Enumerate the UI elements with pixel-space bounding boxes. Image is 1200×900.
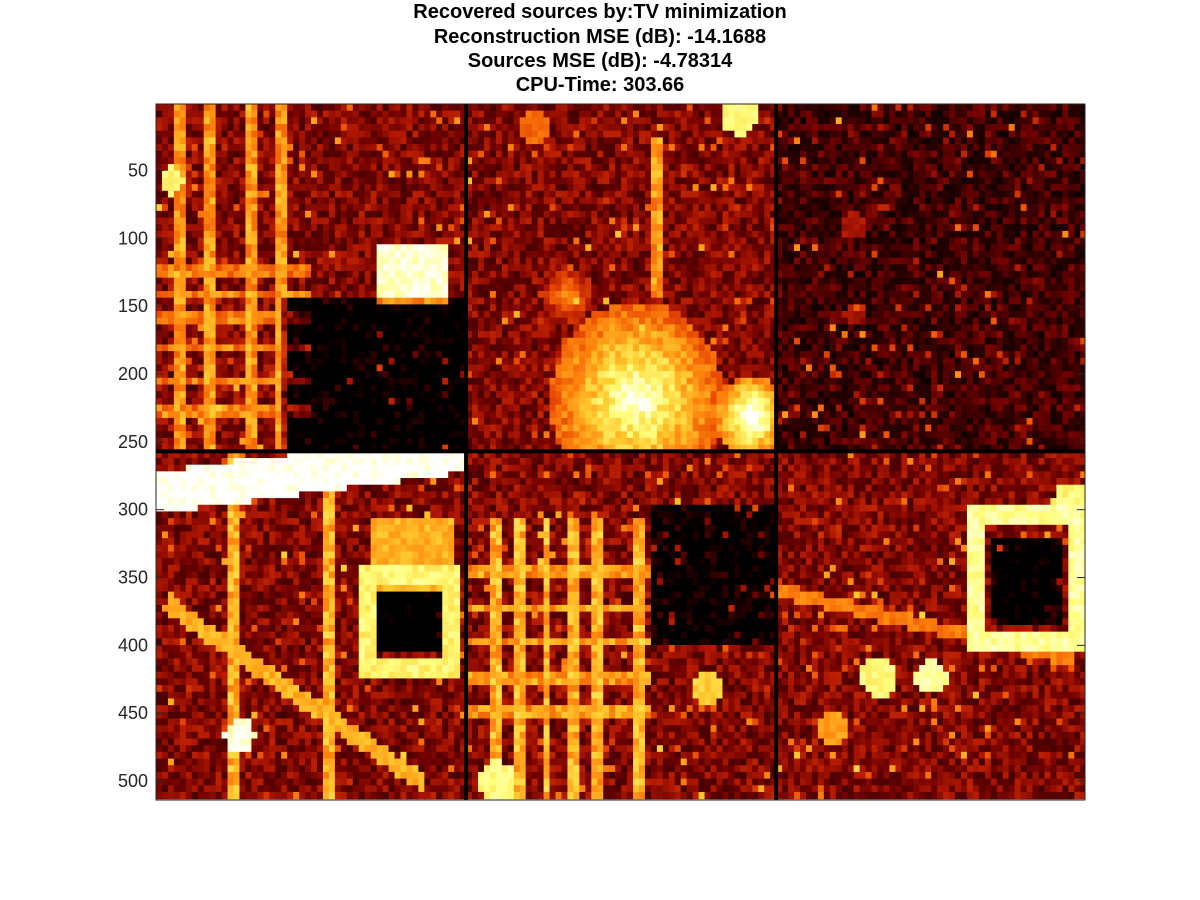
y-tick-label: 50: [128, 160, 148, 180]
heatmap-panel-4: [156, 451, 467, 799]
heatmap-panel-2: [466, 104, 777, 452]
y-tick-label: 100: [118, 228, 148, 248]
heatmap-panel-3: [776, 104, 1087, 452]
y-tick-label: 150: [118, 296, 148, 316]
y-tick-label: 350: [118, 567, 148, 587]
y-tick-label: 450: [118, 703, 148, 723]
heatmap-panel-1: [156, 104, 467, 452]
y-tick-label: 300: [118, 500, 148, 520]
y-tick-label: 250: [118, 432, 148, 452]
heatmap-panel-6: [776, 451, 1087, 799]
y-tick-label: 200: [118, 364, 148, 384]
heatmap-panel-5: [466, 451, 777, 799]
panel-separator-horizontal: [156, 449, 1085, 453]
y-tick-label: 400: [118, 635, 148, 655]
y-tick-label: 500: [118, 771, 148, 791]
